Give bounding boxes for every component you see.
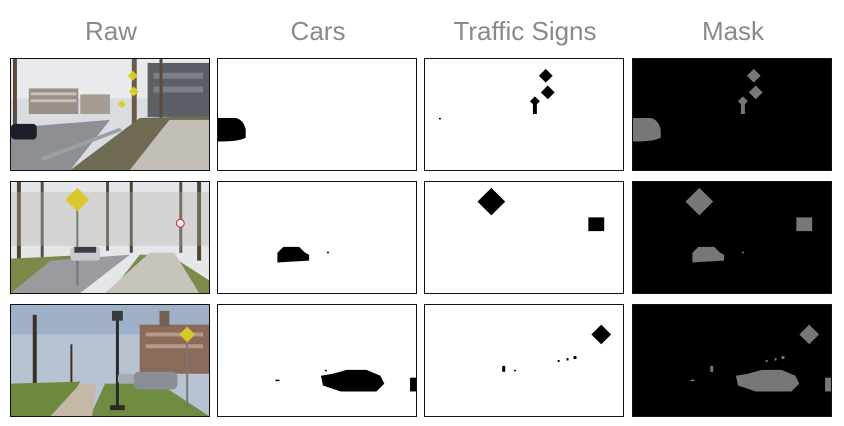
column-title-cars: Cars	[290, 16, 346, 46]
raw-image-row-2	[10, 181, 210, 294]
signs-mask-row-1	[424, 58, 624, 171]
raw-image-row-3	[10, 304, 210, 417]
signs-mask-row-2	[424, 181, 624, 294]
cars-mask-row-1	[217, 58, 417, 171]
combined-mask-row-2	[632, 181, 832, 294]
raw-image-row-1	[10, 58, 210, 171]
cars-mask-row-2	[217, 181, 417, 294]
cars-mask-row-3	[217, 304, 417, 417]
combined-mask-row-3	[632, 304, 832, 417]
column-title-raw: Raw	[84, 16, 137, 46]
column-title-mask: Mask	[701, 16, 765, 46]
column-title-signs: Traffic Signs	[453, 16, 597, 46]
combined-mask-row-1	[632, 58, 832, 171]
signs-mask-row-3	[424, 304, 624, 417]
